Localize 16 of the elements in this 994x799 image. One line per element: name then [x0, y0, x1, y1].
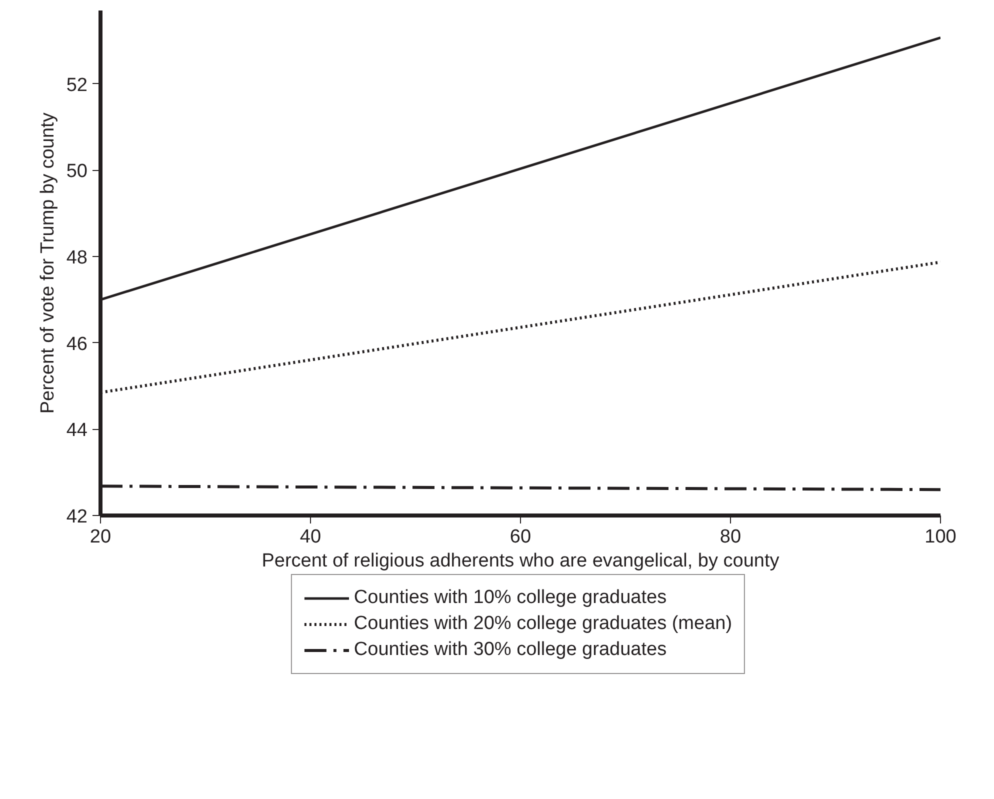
- y-axis-title: Percent of vote for Trump by county: [37, 112, 58, 414]
- x-tick-label: 40: [300, 526, 322, 548]
- y-tick-label: 52: [66, 74, 88, 96]
- x-tick-label: 100: [924, 526, 956, 548]
- y-tick-label: 50: [66, 161, 88, 182]
- y-tick-label: 48: [66, 248, 88, 269]
- y-tick-label: 46: [66, 334, 88, 355]
- legend-label: Counties with 10% college graduates: [354, 587, 667, 609]
- y-tick-label: 44: [66, 420, 88, 442]
- x-tick-label: 20: [90, 526, 112, 548]
- x-axis-title: Percent of religious adherents who are evangelical, by county: [262, 550, 780, 572]
- x-tick-label: 80: [720, 526, 742, 548]
- y-tick-label: 42: [66, 506, 88, 528]
- legend-label: Counties with 20% college graduates (mean): [354, 613, 732, 635]
- x-tick-label: 60: [510, 526, 532, 548]
- legend-label: Counties with 30% college graduates: [354, 639, 667, 661]
